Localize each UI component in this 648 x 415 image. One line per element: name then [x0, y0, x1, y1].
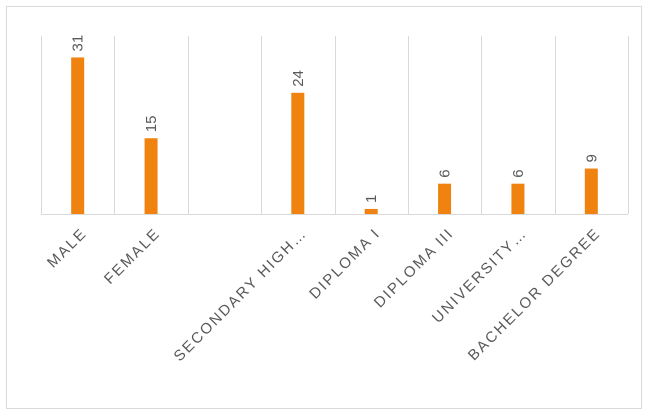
- bar: [71, 57, 85, 215]
- data-label: 6: [437, 169, 454, 177]
- bar: [291, 92, 305, 214]
- bar: [584, 168, 598, 214]
- data-label: 6: [510, 169, 527, 177]
- data-label: 31: [70, 35, 87, 52]
- x-tick-label: FEMALE: [101, 225, 164, 288]
- bar: [511, 183, 525, 214]
- bar: [438, 183, 452, 214]
- bar: [144, 138, 158, 214]
- bar: [364, 208, 378, 214]
- x-tick-label: DIPLOMA I: [306, 225, 384, 303]
- data-label: 15: [143, 116, 160, 133]
- x-tick-label: MALE: [44, 225, 91, 272]
- chart-frame: [6, 6, 642, 409]
- data-label: 1: [363, 195, 380, 203]
- data-label: 9: [583, 154, 600, 162]
- data-label: 24: [290, 70, 307, 87]
- x-tick-label: BACHELOR DEGREE: [465, 225, 604, 364]
- x-tick-label-layer: MALE FEMALE SECONDARY HIGH…DIPLOMA IDIPLOM…: [44, 225, 604, 365]
- x-tick-label: SECONDARY HIGH…: [171, 225, 311, 365]
- bar-layer: [71, 57, 598, 215]
- grid-layer: [41, 36, 629, 215]
- data-label-layer: 31 15 24 1 6 6 9: [70, 35, 601, 203]
